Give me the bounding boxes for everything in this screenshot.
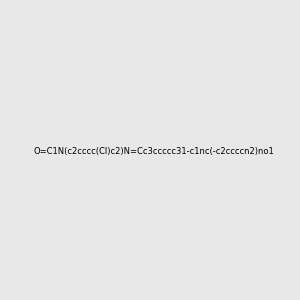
Text: O=C1N(c2cccc(Cl)c2)N=Cc3ccccc31-c1nc(-c2ccccn2)no1: O=C1N(c2cccc(Cl)c2)N=Cc3ccccc31-c1nc(-c2… [33,147,274,156]
